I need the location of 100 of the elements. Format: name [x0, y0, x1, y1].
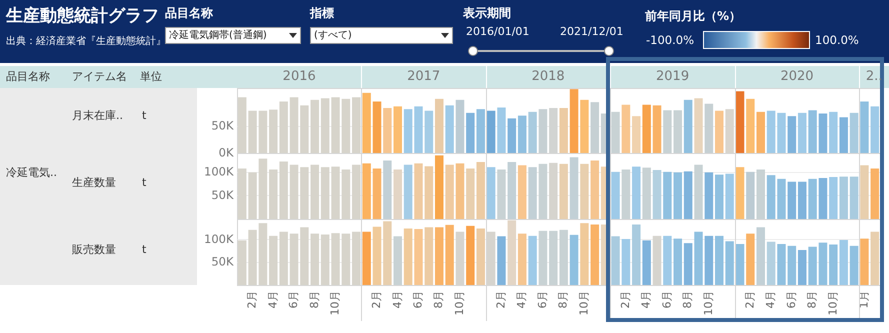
bar — [508, 118, 516, 153]
x-tick-label: 2月 — [618, 290, 632, 308]
bar — [456, 100, 464, 153]
bar — [652, 105, 662, 153]
bar — [570, 157, 578, 219]
x-tick-label: 6月 — [287, 290, 300, 308]
bar — [788, 182, 796, 219]
text: 月末在庫.. — [72, 109, 123, 122]
bar — [538, 230, 548, 285]
text: t — [142, 109, 146, 122]
text: 2017 — [406, 69, 442, 85]
bar — [611, 172, 620, 219]
bar — [829, 112, 838, 153]
text: 2018 — [530, 69, 566, 85]
bar — [850, 112, 858, 153]
x-tick-label: 4月 — [640, 290, 653, 308]
x-tick-label: 2月 — [370, 290, 384, 308]
bar — [497, 236, 506, 285]
bar — [528, 112, 537, 153]
x-tick-label: 10月 — [452, 290, 466, 316]
bar — [684, 100, 692, 153]
bar — [674, 110, 682, 153]
text: t — [142, 243, 146, 256]
bar — [674, 172, 682, 219]
bar — [870, 168, 880, 219]
bar — [456, 163, 464, 219]
bar — [538, 109, 548, 153]
x-tick-label: 6月 — [784, 290, 798, 308]
bar — [632, 224, 641, 285]
bar — [383, 160, 392, 219]
x-tick-label: 8月 — [432, 290, 446, 308]
text: -100.0% — [646, 33, 694, 48]
bar — [860, 238, 869, 285]
bar — [372, 168, 382, 219]
bar — [466, 112, 475, 153]
bar — [549, 230, 558, 285]
bar — [383, 221, 392, 285]
bar — [798, 250, 806, 285]
x-tick-label: 2月 — [494, 290, 508, 308]
bar — [476, 162, 485, 219]
text: 生産数量 — [72, 176, 116, 190]
x-tick-label: 6月 — [411, 290, 424, 308]
bar — [559, 164, 568, 219]
bar — [590, 102, 600, 153]
bar — [798, 182, 806, 219]
bar — [362, 92, 371, 153]
x-tick-label: 4月 — [390, 290, 404, 308]
text: アイテム名 — [72, 70, 127, 84]
bar — [652, 170, 662, 219]
y-tick-label: 50K — [211, 254, 234, 269]
bar — [839, 117, 848, 153]
x-tick-label: 4月 — [764, 290, 778, 308]
y-tick-label: 50K — [211, 188, 234, 202]
bar — [518, 234, 526, 285]
bar — [715, 174, 724, 219]
bar — [756, 170, 765, 219]
bar — [383, 108, 392, 153]
bar — [756, 112, 765, 153]
bar — [736, 167, 744, 219]
bar — [518, 116, 526, 153]
dropdown-field: 冷延電気鋼帯(普通鋼) — [165, 27, 301, 44]
bar — [725, 241, 734, 285]
bar — [362, 163, 371, 219]
bar — [818, 113, 828, 153]
x-tick-label: 8月 — [556, 290, 570, 308]
bar — [486, 167, 496, 219]
bar — [788, 116, 796, 153]
bar — [663, 110, 672, 153]
x-tick-label: 10月 — [826, 290, 840, 316]
text: t — [142, 176, 146, 190]
bar — [818, 178, 828, 219]
bar — [674, 238, 682, 285]
text: 表示期間 — [463, 6, 511, 20]
bar — [518, 165, 526, 219]
text: 品目名称 — [165, 6, 213, 20]
bar — [829, 177, 838, 219]
bar — [694, 164, 703, 219]
x-tick-label: 6月 — [536, 290, 549, 308]
bar — [766, 242, 776, 285]
bar — [476, 109, 485, 153]
bar — [570, 234, 578, 285]
bar — [497, 170, 506, 219]
bar — [788, 246, 796, 285]
bar — [580, 100, 589, 153]
bar — [434, 98, 444, 153]
bar — [414, 163, 423, 219]
bar — [476, 228, 485, 285]
bar — [466, 168, 475, 219]
bar — [445, 164, 454, 219]
bar — [808, 110, 817, 153]
bar — [394, 106, 402, 153]
text: 2019 — [655, 69, 690, 85]
text: 販売数量 — [72, 243, 116, 256]
bar — [829, 244, 838, 285]
bar — [528, 236, 537, 285]
text: 2021/12/01 — [560, 25, 624, 38]
dropdown-field: (すべて) — [310, 27, 453, 44]
bar — [663, 172, 672, 219]
text: 単位 — [140, 70, 162, 84]
bar — [736, 244, 744, 285]
